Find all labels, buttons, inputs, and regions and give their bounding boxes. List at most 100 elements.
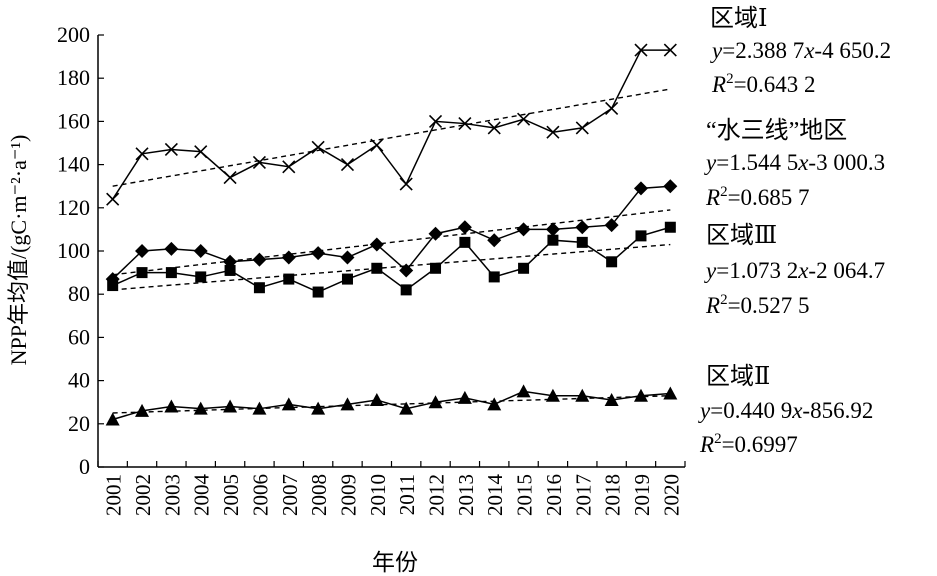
regression-equation-label: y=1.544 5x-3 000.3 bbox=[704, 150, 885, 175]
x-tick-label: 2006 bbox=[248, 474, 272, 516]
data-point-x-marker bbox=[340, 158, 355, 172]
data-point-x-marker bbox=[311, 140, 325, 154]
y-tick-label: 120 bbox=[57, 195, 90, 220]
data-point-triangle-marker bbox=[604, 393, 619, 407]
series-annotations: 区域Ⅰ y=2.388 7x-4 650.2 R2=0.643 2 “水三线”地区 y=… bbox=[698, 5, 891, 457]
data-point-square-marker bbox=[430, 262, 442, 274]
x-tick-label: 2004 bbox=[190, 474, 214, 517]
data-point-triangle-marker bbox=[428, 395, 443, 409]
x-tick-label: 2001 bbox=[102, 474, 126, 516]
series-markers bbox=[105, 43, 678, 426]
x-tick-label: 2020 bbox=[659, 474, 683, 516]
data-point-diamond-marker bbox=[457, 220, 472, 235]
y-tick-label: 160 bbox=[57, 108, 90, 133]
data-point-square-marker bbox=[606, 256, 618, 268]
data-point-square-marker bbox=[547, 234, 559, 246]
data-point-diamond-marker bbox=[487, 233, 502, 248]
data-point-x-marker bbox=[605, 101, 619, 116]
data-point-triangle-marker bbox=[457, 390, 472, 404]
x-tick-label: 2007 bbox=[278, 474, 302, 516]
data-point-triangle-marker bbox=[369, 393, 384, 407]
data-point-x-marker bbox=[517, 112, 531, 126]
regression-equation-label: y=1.073 2x-2 064.7 bbox=[704, 258, 885, 283]
data-point-triangle-marker bbox=[487, 397, 502, 411]
series-line bbox=[112, 49, 671, 200]
data-point-square-marker bbox=[224, 264, 236, 276]
data-point-diamond-marker bbox=[633, 181, 648, 196]
x-axis-label: 年份 bbox=[372, 550, 418, 575]
y-tick-label: 0 bbox=[79, 454, 90, 479]
regression-equation-label: y=0.440 9x-856.92 bbox=[698, 398, 873, 423]
data-point-triangle-marker bbox=[663, 386, 678, 400]
x-tick-label: 2005 bbox=[219, 474, 243, 516]
data-point-x-marker bbox=[575, 121, 589, 135]
data-point-x-marker bbox=[487, 121, 501, 135]
data-point-square-marker bbox=[635, 230, 647, 242]
data-point-square-marker bbox=[459, 236, 471, 248]
data-point-x-marker bbox=[458, 116, 472, 131]
y-axis-label: NPP年均值/(gC·m⁻²·a⁻¹) bbox=[6, 135, 31, 366]
data-point-x-marker bbox=[546, 125, 560, 139]
data-point-diamond-marker bbox=[135, 244, 150, 258]
x-tick-label: 2015 bbox=[513, 474, 537, 516]
trend-line bbox=[112, 88, 671, 187]
r-squared-label: R2=0.643 2 bbox=[711, 71, 816, 97]
data-point-diamond-marker bbox=[311, 246, 326, 261]
data-point-x-marker bbox=[223, 170, 237, 185]
data-point-diamond-marker bbox=[193, 244, 208, 258]
data-point-x-marker bbox=[663, 43, 677, 57]
y-tick-label: 140 bbox=[57, 152, 90, 177]
data-point-triangle-marker bbox=[281, 397, 296, 411]
data-point-square-marker bbox=[165, 267, 177, 279]
y-tick-label: 80 bbox=[68, 281, 90, 306]
series-name-label: “水三线”地区 bbox=[706, 117, 847, 144]
y-tick-label: 60 bbox=[68, 324, 90, 349]
trend-line bbox=[112, 395, 671, 414]
data-point-triangle-marker bbox=[193, 401, 208, 415]
data-point-triangle-marker bbox=[135, 403, 150, 417]
x-tick-label: 2002 bbox=[131, 474, 155, 516]
data-point-triangle-marker bbox=[633, 388, 648, 402]
data-point-triangle-marker bbox=[252, 401, 267, 415]
series-name-label: 区域Ⅰ bbox=[710, 5, 767, 32]
y-tick-label: 180 bbox=[57, 65, 90, 90]
data-point-diamond-marker bbox=[281, 250, 296, 265]
series-line bbox=[112, 390, 671, 421]
regression-equation-label: y=2.388 7x-4 650.2 bbox=[710, 38, 891, 63]
data-point-x-marker bbox=[399, 177, 413, 191]
x-tick-label: 2009 bbox=[336, 474, 360, 516]
data-point-square-marker bbox=[312, 286, 324, 298]
x-tick-label: 2013 bbox=[454, 474, 478, 516]
data-point-triangle-marker bbox=[545, 388, 560, 402]
data-point-x-marker bbox=[135, 147, 149, 161]
data-point-x-marker bbox=[428, 114, 443, 128]
x-tick-label: 2014 bbox=[483, 473, 507, 516]
data-point-x-marker bbox=[164, 142, 178, 157]
data-point-square-marker bbox=[195, 271, 207, 283]
data-point-square-marker bbox=[341, 273, 353, 285]
data-point-diamond-marker bbox=[399, 263, 414, 278]
x-tick-label: 2019 bbox=[630, 474, 654, 516]
trend-line bbox=[112, 209, 671, 276]
data-point-x-marker bbox=[194, 145, 208, 159]
data-point-x-marker bbox=[634, 43, 648, 57]
data-point-square-marker bbox=[664, 221, 676, 233]
x-tick-label: 2018 bbox=[601, 474, 625, 516]
data-point-square-marker bbox=[371, 262, 383, 274]
data-point-triangle-marker bbox=[164, 399, 179, 413]
data-point-triangle-marker bbox=[105, 412, 120, 426]
data-point-diamond-marker bbox=[663, 179, 678, 194]
data-point-square-marker bbox=[576, 236, 588, 248]
data-point-square-marker bbox=[283, 273, 295, 285]
data-point-triangle-marker bbox=[223, 399, 238, 413]
series-name-label: 区域Ⅲ bbox=[706, 222, 777, 249]
data-point-triangle-marker bbox=[399, 401, 414, 415]
data-point-diamond-marker bbox=[604, 218, 619, 233]
data-point-square-marker bbox=[136, 267, 148, 279]
r-squared-label: R2=0.6997 bbox=[699, 431, 798, 457]
data-point-x-marker bbox=[370, 138, 384, 152]
data-point-square-marker bbox=[400, 284, 412, 296]
data-point-diamond-marker bbox=[575, 220, 590, 235]
